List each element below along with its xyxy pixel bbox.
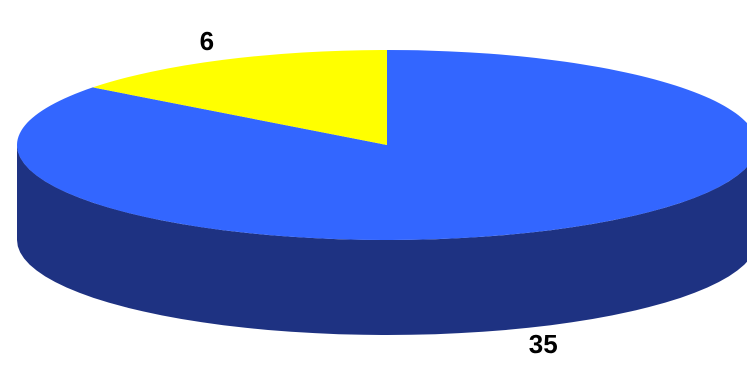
pie-side-0 bbox=[17, 145, 747, 335]
pie-slice-1 bbox=[92, 50, 388, 145]
pie-slice-0 bbox=[17, 50, 747, 240]
pie-tops bbox=[17, 50, 747, 240]
data-labels: 35 6 bbox=[200, 26, 558, 359]
pie-sides bbox=[17, 145, 747, 335]
data-label-1: 6 bbox=[200, 26, 214, 56]
data-label-0: 35 bbox=[529, 329, 558, 359]
